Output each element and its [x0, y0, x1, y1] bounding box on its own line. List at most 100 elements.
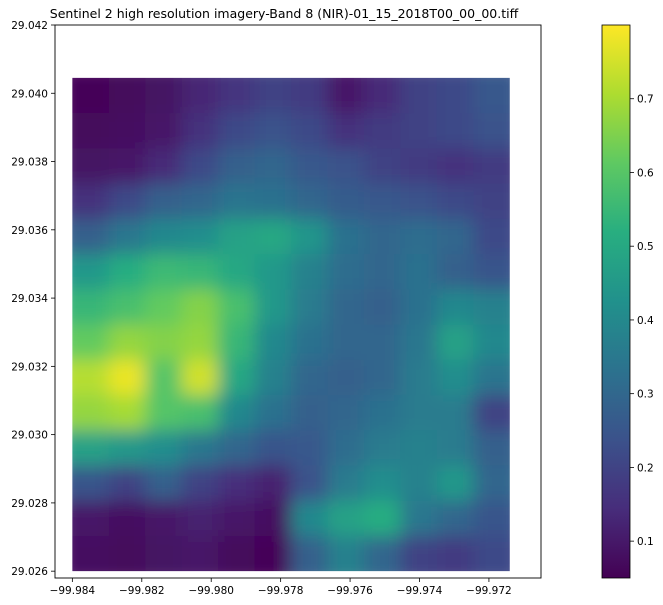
- x-tick-label: −99.972: [466, 585, 512, 597]
- heatmap-cell: [363, 289, 402, 326]
- heatmap-cell: [181, 359, 219, 396]
- heatmap-cell: [72, 324, 110, 361]
- heatmap-cell: [181, 465, 219, 502]
- heatmap-cell: [327, 324, 365, 361]
- heatmap-cell: [108, 395, 146, 431]
- heatmap-cell: [72, 465, 110, 502]
- heatmap-cell: [400, 430, 438, 467]
- heatmap-cell: [218, 535, 256, 572]
- y-tick-label: 29.036: [11, 225, 48, 237]
- heatmap-cell: [181, 254, 219, 290]
- y-tick-label: 29.026: [11, 566, 48, 578]
- heatmap-cell: [145, 254, 183, 290]
- heatmap-cell: [72, 113, 110, 149]
- y-tick-label: 29.028: [11, 498, 48, 510]
- heatmap-cell: [72, 289, 110, 326]
- colorbar-axis: 0.1 0.2 0.3 0.4 0.5 0.6 0.7: [630, 94, 654, 548]
- x-tick-label: −99.974: [397, 585, 443, 597]
- heatmap-cell: [218, 430, 256, 467]
- heatmap-cell: [363, 148, 402, 185]
- heatmap-cell: [218, 77, 256, 114]
- heatmap-cell: [363, 359, 402, 396]
- heatmap-cell: [473, 500, 510, 537]
- colorbar-tick-label: 0.6: [637, 167, 654, 179]
- colorbar-tick-label: 0.5: [637, 241, 654, 253]
- heatmap-cell: [145, 324, 183, 361]
- heatmap-cell: [254, 430, 292, 467]
- heatmap-cell: [181, 289, 219, 326]
- heatmap-cell: [400, 254, 438, 290]
- heatmap-cell: [436, 324, 474, 361]
- heatmap-cell: [327, 289, 365, 326]
- x-tick-label: −99.984: [50, 585, 96, 597]
- heatmap-cell: [181, 430, 219, 467]
- heatmap-cell: [145, 289, 183, 326]
- heatmap-cell: [181, 113, 219, 149]
- heatmap-cell: [436, 218, 474, 255]
- x-axis: −99.984 −99.982 −99.980 −99.978 −99.976 −99.9…: [50, 578, 512, 597]
- heatmap-cell: [400, 77, 438, 114]
- heatmap-cell: [327, 254, 365, 290]
- heatmap-cell: [254, 289, 292, 326]
- colorbar-tick-label: 0.2: [637, 462, 654, 474]
- heatmap-cell: [218, 254, 256, 290]
- heatmap-cell: [473, 254, 510, 290]
- heatmap-cell: [218, 148, 256, 185]
- heatmap-cell: [108, 254, 146, 290]
- heatmap-cell: [218, 359, 256, 396]
- heatmap-cell: [181, 218, 219, 255]
- heatmap-cell: [218, 324, 256, 361]
- heatmap-cell: [218, 218, 256, 255]
- heatmap-cell: [473, 113, 510, 149]
- heatmap-cell: [108, 289, 146, 326]
- heatmap-cell: [254, 395, 292, 431]
- heatmap-cell: [436, 148, 474, 185]
- heatmap-cell: [108, 218, 146, 255]
- heatmap-cell: [363, 465, 402, 502]
- heatmap-cell: [436, 465, 474, 502]
- heatmap-cell: [363, 183, 402, 220]
- heatmap-cell: [363, 218, 402, 255]
- plot-area-frame: [54, 24, 542, 579]
- heatmap-cell: [218, 113, 256, 149]
- heatmap-cell: [254, 465, 292, 502]
- x-tick-label: −99.976: [327, 585, 373, 597]
- heatmap-cell: [145, 465, 183, 502]
- heatmap-cell: [145, 395, 183, 431]
- heatmap-cell: [72, 254, 110, 290]
- heatmap-cell: [181, 535, 219, 572]
- y-tick-label: 29.034: [11, 293, 48, 305]
- heatmap-cell: [218, 500, 256, 537]
- heatmap-cell: [291, 324, 329, 361]
- heatmap-cell: [254, 359, 292, 396]
- heatmap-cell: [72, 77, 110, 114]
- heatmap-cell: [72, 535, 110, 572]
- heatmap-cell: [218, 183, 256, 220]
- heatmap-cell: [291, 183, 329, 220]
- heatmap-cell: [145, 77, 183, 114]
- heatmap-cell: [254, 218, 292, 255]
- heatmap-cell: [254, 500, 292, 537]
- heatmap-cell: [473, 324, 510, 361]
- heatmap-cell: [145, 430, 183, 467]
- heatmap-cell: [473, 148, 510, 185]
- heatmap-cell: [181, 395, 219, 431]
- heatmap-cell: [473, 359, 510, 396]
- heatmap-cell: [291, 77, 329, 114]
- heatmap-cell: [473, 535, 510, 572]
- heatmap-cell: [400, 183, 438, 220]
- heatmap-cell: [473, 395, 510, 431]
- heatmap-cell: [72, 500, 110, 537]
- heatmap-cell: [291, 254, 329, 290]
- x-tick-label: −99.978: [258, 585, 304, 597]
- heatmap-cell: [254, 183, 292, 220]
- heatmap-cell: [218, 395, 256, 431]
- colorbar-tick-label: 0.7: [637, 94, 654, 106]
- heatmap-cell: [181, 183, 219, 220]
- heatmap-cell: [473, 430, 510, 467]
- heatmap-cell: [436, 500, 474, 537]
- heatmap-cell: [218, 289, 256, 326]
- heatmap-cell: [72, 218, 110, 255]
- y-tick-label: 29.032: [11, 361, 48, 373]
